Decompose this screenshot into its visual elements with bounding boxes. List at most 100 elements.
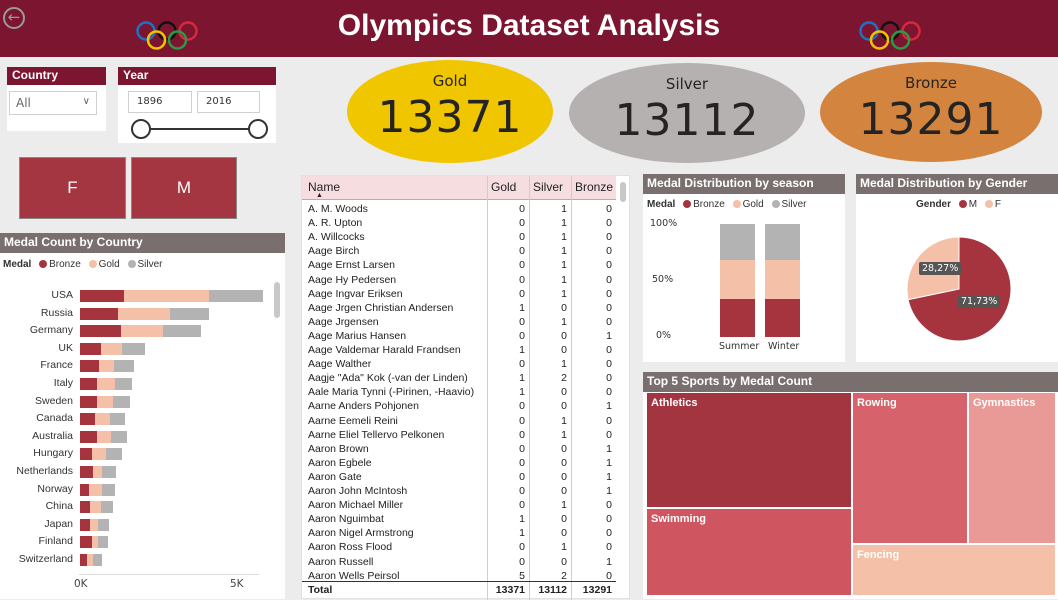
- treemap-tile-swimming[interactable]: Swimming: [646, 508, 852, 596]
- bar-segment-bronze[interactable]: [80, 360, 99, 373]
- bar-segment-bronze[interactable]: [80, 448, 92, 461]
- bar-segment-gold[interactable]: [98, 360, 114, 373]
- bar-segment-gold[interactable]: [87, 554, 94, 566]
- bar-segment-gold[interactable]: [97, 395, 113, 408]
- bar-segment-silver[interactable]: [112, 395, 131, 408]
- table-row[interactable]: Aage Valdemar Harald Frandsen 1 0 0: [302, 344, 616, 358]
- bar-segment-gold[interactable]: [97, 378, 115, 390]
- table-row[interactable]: Aale Maria Tynni (-Pirinen, -Haavio) 1 0 0: [302, 386, 616, 400]
- pie-slice-m[interactable]: [907, 236, 1012, 342]
- table-row[interactable]: Aaron John McIntosh 0 0 1: [302, 485, 616, 499]
- season-bar-summer-gold[interactable]: [720, 260, 755, 299]
- bar-segment-silver[interactable]: [110, 430, 127, 443]
- table-row[interactable]: Aaron Ross Flood 0 1 0: [302, 541, 616, 555]
- sort-desc-icon[interactable]: ▲: [316, 192, 323, 199]
- bar-segment-gold[interactable]: [96, 430, 111, 443]
- bar-segment-gold[interactable]: [120, 325, 164, 338]
- treemap-tile-gymnastics[interactable]: Gymnastics: [968, 392, 1056, 544]
- bar-segment-bronze[interactable]: [80, 307, 119, 320]
- table-row[interactable]: Aarne Anders Pohjonen 0 0 1: [302, 400, 616, 414]
- treemap-tile-rowing[interactable]: Rowing: [852, 392, 968, 544]
- table-row[interactable]: Aage Hy Pedersen 0 1 0: [302, 274, 616, 288]
- table-row[interactable]: Aage Jrgensen 0 1 0: [302, 316, 616, 330]
- col-bronze[interactable]: Bronze: [575, 180, 614, 194]
- year-to-input[interactable]: 2016: [197, 91, 260, 113]
- season-bar-winter-silver[interactable]: [765, 224, 800, 261]
- bar-segment-silver[interactable]: [109, 413, 125, 426]
- bar-segment-silver[interactable]: [169, 307, 210, 320]
- season-bar-winter-bronze[interactable]: [765, 298, 800, 337]
- table-row[interactable]: Aaron Michael Miller 0 1 0: [302, 499, 616, 513]
- season-bar-summer-bronze[interactable]: [720, 298, 755, 337]
- bar-segment-gold[interactable]: [89, 483, 102, 496]
- bar-segment-silver[interactable]: [100, 501, 113, 514]
- table-row[interactable]: Aaron Brown 0 0 1: [302, 443, 616, 457]
- arrow-left-circle-icon[interactable]: ←: [3, 7, 25, 29]
- bar-segment-bronze[interactable]: [80, 325, 121, 338]
- table-row[interactable]: Aaron Russell 0 0 1: [302, 556, 616, 570]
- year-slider-end-handle[interactable]: [248, 119, 268, 139]
- table-row[interactable]: A. R. Upton 0 1 0: [302, 217, 616, 231]
- table-row[interactable]: Aaron Nguimbat 1 0 0: [302, 513, 616, 527]
- bar-segment-bronze[interactable]: [80, 536, 92, 549]
- bar-segment-bronze[interactable]: [80, 395, 98, 408]
- table-row[interactable]: Aarne Eliel Tellervo Pelkonen 0 1 0: [302, 429, 616, 443]
- bar-segment-silver[interactable]: [209, 290, 263, 302]
- bar-segment-gold[interactable]: [91, 536, 99, 549]
- table-scrollbar[interactable]: [620, 182, 626, 202]
- bar-segment-gold[interactable]: [91, 448, 107, 461]
- bar-segment-bronze[interactable]: [80, 290, 124, 302]
- table-row[interactable]: A. Willcocks 0 1 0: [302, 231, 616, 245]
- table-row[interactable]: Aage Walther 0 1 0: [302, 358, 616, 372]
- table-row[interactable]: Aaron Wells Peirsol 5 2 0: [302, 570, 616, 581]
- table-row[interactable]: Aaron Nigel Armstrong 1 0 0: [302, 527, 616, 541]
- treemap-tile-fencing[interactable]: Fencing: [852, 544, 1056, 596]
- bar-segment-bronze[interactable]: [80, 501, 90, 514]
- table-row[interactable]: Aagje "Ada" Kok (-van der Linden) 1 2 0: [302, 372, 616, 386]
- bar-segment-silver[interactable]: [106, 448, 122, 461]
- table-row[interactable]: Aarne Eemeli Reini 0 1 0: [302, 415, 616, 429]
- bar-segment-silver[interactable]: [122, 342, 146, 355]
- bar-segment-bronze[interactable]: [80, 378, 98, 390]
- bar-segment-bronze[interactable]: [80, 430, 97, 443]
- bar-segment-silver[interactable]: [114, 378, 132, 390]
- bar-segment-silver[interactable]: [93, 554, 102, 566]
- table-row[interactable]: Aage Jrgen Christian Andersen 1 0 0: [302, 302, 616, 316]
- table-row[interactable]: Aage Marius Hansen 0 0 1: [302, 330, 616, 344]
- season-bar-winter-gold[interactable]: [765, 260, 800, 299]
- bar-segment-gold[interactable]: [94, 413, 110, 426]
- bar-segment-bronze[interactable]: [80, 518, 91, 531]
- bar-segment-gold[interactable]: [118, 307, 170, 320]
- bar-segment-gold[interactable]: [89, 501, 101, 514]
- bar-segment-gold[interactable]: [90, 518, 99, 531]
- bar-segment-bronze[interactable]: [80, 342, 101, 355]
- table-row[interactable]: Aaron Gate 0 0 1: [302, 471, 616, 485]
- table-row[interactable]: A. M. Woods 0 1 0: [302, 203, 616, 217]
- season-bar-summer-silver[interactable]: [720, 224, 755, 261]
- bar-segment-gold[interactable]: [123, 290, 210, 302]
- bar-segment-bronze[interactable]: [80, 466, 93, 478]
- bar-segment-bronze[interactable]: [80, 483, 90, 496]
- col-name[interactable]: Name: [308, 180, 341, 194]
- table-row[interactable]: Aaron Egbele 0 0 1: [302, 457, 616, 471]
- bar-segment-silver[interactable]: [102, 466, 117, 478]
- col-silver[interactable]: Silver: [533, 180, 564, 194]
- year-slider-start-handle[interactable]: [131, 119, 151, 139]
- female-filter-button[interactable]: F: [19, 157, 126, 219]
- bar-segment-bronze[interactable]: [80, 554, 88, 566]
- country-dropdown[interactable]: All ∨: [9, 91, 97, 115]
- bar-segment-silver[interactable]: [113, 360, 135, 373]
- bar-segment-silver[interactable]: [101, 483, 116, 496]
- table-row[interactable]: Aage Ingvar Eriksen 0 1 0: [302, 288, 616, 302]
- treemap-tile-athletics[interactable]: Athletics: [646, 392, 852, 508]
- bar-segment-bronze[interactable]: [80, 413, 95, 426]
- col-gold[interactable]: Gold: [491, 180, 517, 194]
- bar-segment-gold[interactable]: [100, 342, 123, 355]
- year-from-input[interactable]: 1896: [128, 91, 192, 113]
- table-row[interactable]: Aage Ernst Larsen 0 1 0: [302, 259, 616, 273]
- bar-segment-silver[interactable]: [98, 518, 110, 531]
- bar-segment-silver[interactable]: [163, 325, 202, 338]
- male-filter-button[interactable]: M: [131, 157, 237, 219]
- table-row[interactable]: Aage Birch 0 1 0: [302, 245, 616, 259]
- country-chart-scrollbar[interactable]: [274, 282, 280, 318]
